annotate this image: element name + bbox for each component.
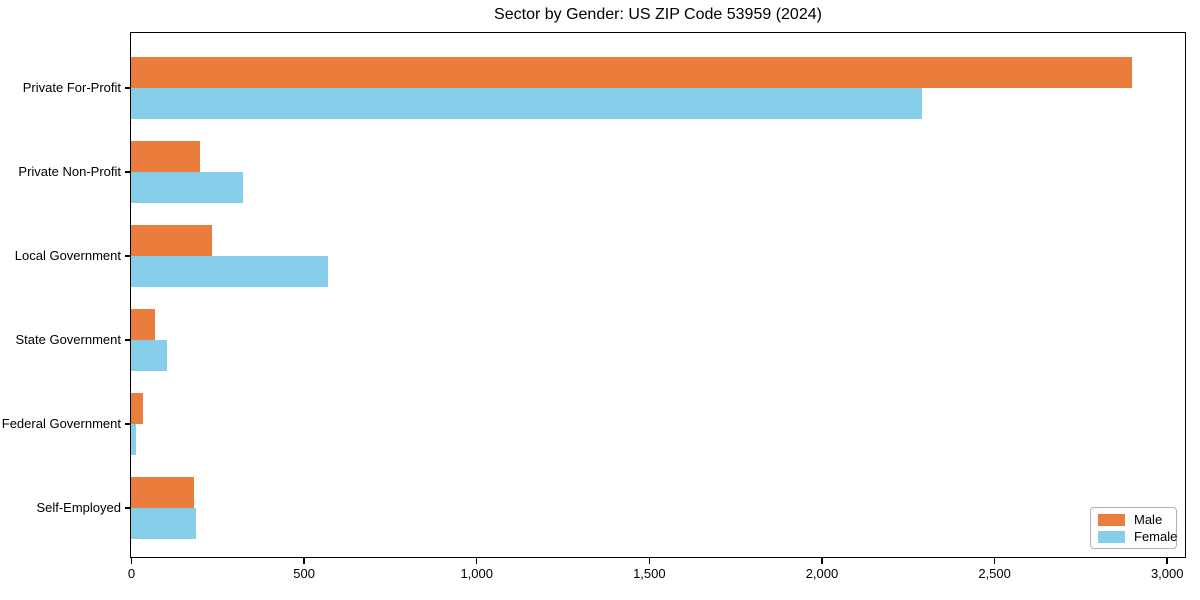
- y-tick-mark: [124, 423, 131, 425]
- plot-area: [130, 32, 1186, 558]
- bar-female-4: [131, 339, 168, 371]
- x-tick-mark: [130, 557, 133, 564]
- x-tick-mark: [303, 557, 305, 564]
- x-tick-label: 1,000: [460, 565, 493, 581]
- y-axis-label: Federal Government: [1, 416, 121, 431]
- legend: Male Female: [1090, 507, 1177, 549]
- y-tick-mark: [124, 339, 131, 341]
- y-axis-label: State Government: [15, 332, 122, 347]
- y-tick-mark: [124, 171, 131, 173]
- x-tick-label: 500: [293, 565, 315, 581]
- bar-female-5: [131, 423, 137, 455]
- bar-female-2: [131, 171, 244, 203]
- bar-male-4: [131, 308, 156, 340]
- x-tick-mark: [821, 557, 823, 564]
- chart-title: Sector by Gender: US ZIP Code 53959 (202…: [494, 6, 822, 23]
- y-tick-mark: [124, 507, 131, 509]
- y-axis-label: Private For-Profit: [22, 80, 121, 95]
- bars-layer: [131, 33, 1185, 557]
- x-tick-mark: [993, 557, 996, 564]
- legend-label: Female: [1134, 529, 1178, 544]
- bar-male-3: [131, 224, 213, 256]
- legend-swatch-male: [1098, 513, 1125, 526]
- bar-female-6: [131, 507, 196, 539]
- bar-male-1: [131, 56, 1133, 88]
- y-axis-label: Local Government: [14, 248, 121, 263]
- x-tick-mark: [1166, 557, 1168, 564]
- y-tick-mark: [124, 255, 131, 257]
- x-tick-label: 0: [127, 565, 136, 581]
- x-tick-label: 1,500: [633, 565, 666, 581]
- bar-female-3: [131, 255, 328, 287]
- legend-swatch-female: [1098, 530, 1125, 543]
- bar-male-2: [131, 140, 200, 172]
- legend-label: Male: [1134, 512, 1163, 527]
- y-tick-mark: [124, 87, 131, 89]
- bar-female-1: [131, 87, 922, 119]
- x-tick-label: 2,500: [978, 565, 1011, 581]
- y-axis-label: Private Non-Profit: [18, 164, 121, 179]
- bar-male-6: [131, 476, 194, 508]
- legend-item-female: Female: [1098, 529, 1177, 544]
- x-tick-label: 2,000: [805, 565, 839, 581]
- bar-male-5: [131, 392, 144, 424]
- x-tick-mark: [648, 557, 651, 564]
- y-axis-label: Self-Employed: [36, 500, 121, 515]
- x-tick-mark: [475, 557, 478, 564]
- x-tick-label: 3,000: [1150, 565, 1184, 581]
- legend-item-male: Male: [1098, 512, 1169, 527]
